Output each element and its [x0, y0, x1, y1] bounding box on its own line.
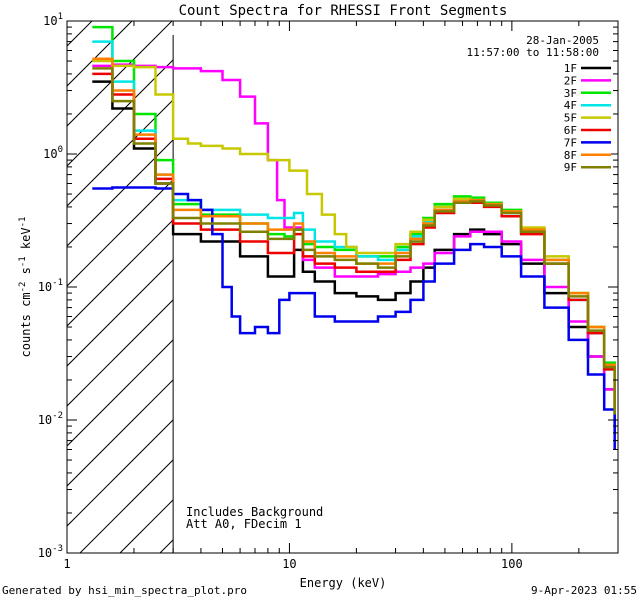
y-tick-base: 10	[38, 413, 52, 427]
legend-label: 5F	[564, 112, 577, 125]
legend-label: 8F	[564, 149, 577, 162]
x-tick-labels: 1 10 100	[63, 557, 522, 571]
series-line-9F	[92, 67, 616, 415]
y-tick-label: 10-1	[38, 278, 63, 294]
y-tick-exp: -2	[52, 411, 63, 421]
note-background: Includes Background	[186, 505, 323, 519]
y-tick-exp: -1	[52, 278, 63, 288]
y-label-part: s	[19, 267, 33, 281]
legend-label: 4F	[564, 99, 577, 112]
series-line-2F	[92, 63, 616, 427]
series-line-5F	[92, 59, 616, 410]
hatch-line	[67, 419, 174, 527]
series-line-7F	[92, 186, 616, 450]
hatch-line	[67, 219, 174, 327]
series-line-3F	[92, 25, 616, 410]
date-label: 28-Jan-2005	[526, 34, 599, 47]
y-tick-label: 10-2	[38, 411, 63, 427]
hatch-line	[520, 21, 640, 553]
legend-label: 9F	[564, 161, 577, 174]
y-label-part: keV	[19, 227, 33, 256]
x-tick-label: 100	[501, 557, 523, 571]
y-tick-base: 10	[38, 546, 52, 560]
series-group	[92, 25, 616, 450]
y-label-part: counts cm	[19, 292, 33, 357]
y-tick-label: 10-3	[38, 544, 63, 560]
hatch-line	[0, 21, 12, 553]
x-axis-label: Energy (keV)	[300, 576, 387, 590]
y-tick-exp: 0	[58, 145, 63, 155]
plot-frame	[66, 20, 619, 554]
hatch-line	[600, 21, 640, 553]
y-tick-exp: -3	[52, 544, 63, 554]
legend-label: 3F	[564, 87, 577, 100]
y-tick-base: 10	[43, 14, 57, 28]
axis-ticks	[66, 20, 619, 554]
legend-label: 7F	[564, 136, 577, 149]
note-attenuator: Att A0, FDecim 1	[186, 517, 302, 531]
y-label-exp: -1	[18, 217, 28, 228]
y-label-exp: -1	[18, 256, 28, 267]
y-tick-base: 10	[38, 280, 52, 294]
legend-label: 1F	[564, 62, 577, 75]
legend-label: 2F	[564, 74, 577, 87]
footer-timestamp: 9-Apr-2023 01:55	[531, 584, 637, 597]
series-line-6F	[92, 72, 616, 415]
y-tick-label: 101	[43, 12, 63, 28]
hatch-line	[400, 21, 640, 553]
hatch-line	[79, 459, 174, 553]
footer-generated-by: Generated by hsi_min_spectra_plot.pro	[2, 584, 247, 597]
hatch-line	[320, 21, 640, 553]
hatch-line	[240, 21, 640, 553]
hatch-line	[67, 21, 173, 127]
y-tick-exp: 1	[58, 12, 63, 22]
series-line-1F	[92, 80, 616, 433]
y-tick-base: 10	[43, 147, 57, 161]
hatch-line	[67, 99, 174, 207]
time-range-label: 11:57:00 to 11:58:00	[467, 46, 599, 59]
y-tick-label: 100	[43, 145, 63, 161]
x-tick-label: 1	[63, 557, 70, 571]
chart-title: Count Spectra for RHESSI Front Segments	[179, 3, 508, 19]
legend-label: 6F	[564, 124, 577, 137]
hatch-line	[67, 259, 174, 367]
hatch-line	[360, 21, 640, 553]
x-tick-label: 10	[282, 557, 296, 571]
y-label-exp: -2	[18, 282, 28, 293]
y-axis-label: counts cm-2 s-1 keV-1	[18, 217, 33, 358]
hatch-line	[67, 379, 174, 487]
